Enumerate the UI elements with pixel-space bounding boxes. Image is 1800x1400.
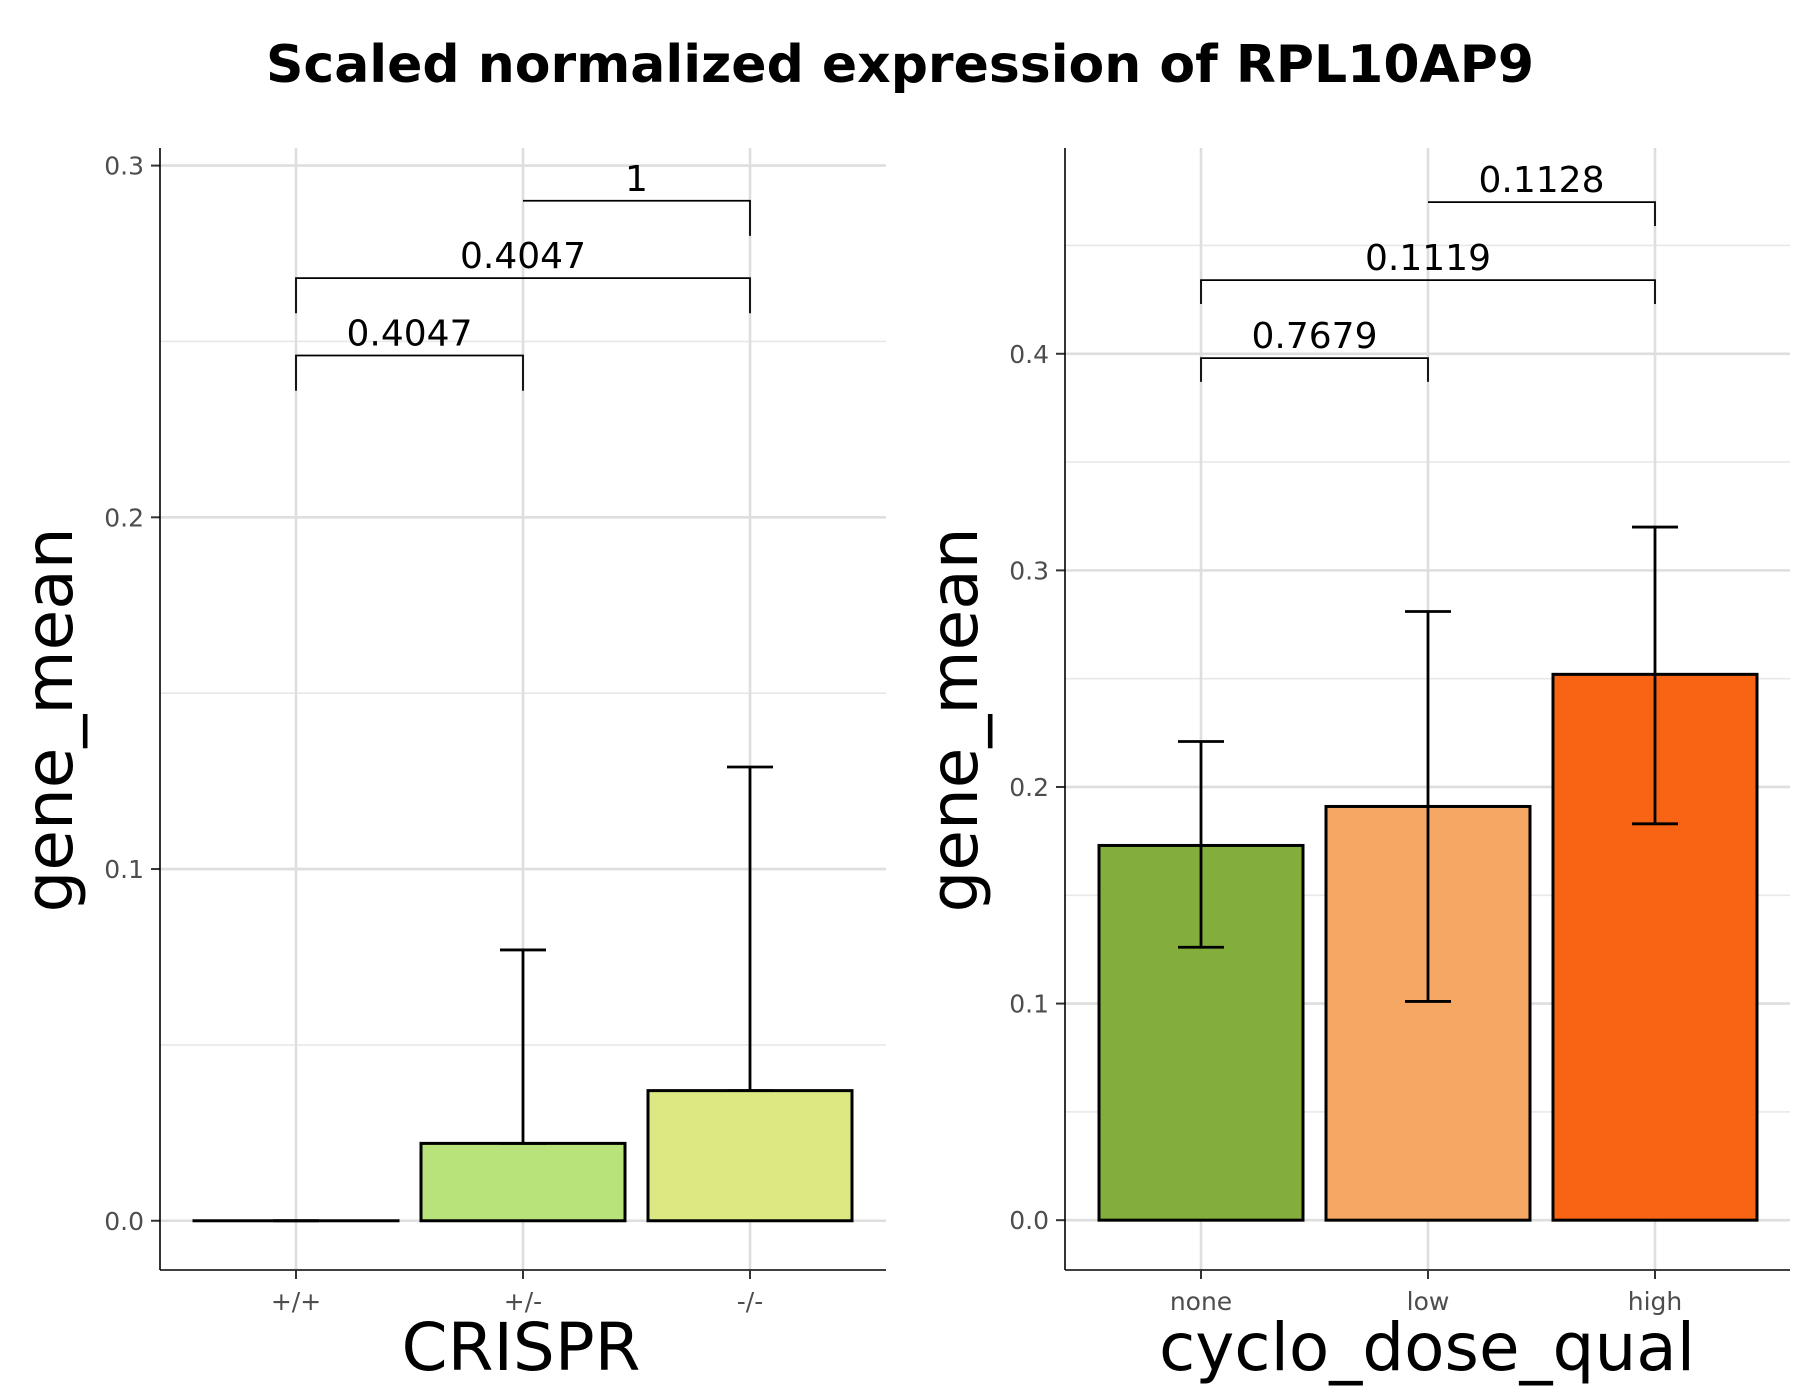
- significance-bracket: 0.1128: [1428, 160, 1656, 226]
- significance-bracket: 0.7679: [1200, 316, 1429, 382]
- error-bar: [727, 765, 773, 1093]
- x-tick-label: none: [1170, 1287, 1232, 1316]
- p-value-label: 0.7679: [1252, 316, 1378, 357]
- error-bar: [500, 948, 546, 1145]
- x-tick-label: low: [1407, 1287, 1450, 1316]
- panel-cyclo-dose: cyclo_dose_qual gene_mean 0.0 0.1 0.2 0.3 0.…: [916, 148, 1790, 1386]
- x-tick-label: high: [1628, 1287, 1683, 1316]
- significance-bracket: 0.1119: [1200, 238, 1656, 304]
- p-value-label: 1: [625, 159, 648, 200]
- bar: [646, 1089, 854, 1223]
- y-tick-label: 0.1: [1009, 990, 1049, 1019]
- y-tick-label: 0.2: [104, 503, 144, 532]
- bracket-line: [1428, 201, 1656, 226]
- error-bar: [1632, 525, 1678, 826]
- x-axis-title: CRISPR: [402, 1309, 641, 1386]
- y-tick-label: 0.1: [104, 855, 144, 884]
- x-tick-label: +/+: [271, 1287, 321, 1316]
- bracket-line: [1200, 279, 1656, 304]
- p-value-label: 0.4047: [460, 236, 586, 277]
- p-value-label: 0.1128: [1479, 160, 1605, 201]
- y-tick-label: 0.0: [104, 1207, 144, 1236]
- y-tick-label: 0.2: [1009, 773, 1049, 802]
- p-value-label: 0.4047: [347, 314, 473, 355]
- y-tick-label: 0.3: [1009, 556, 1049, 585]
- significance-bracket: 0.4047: [295, 314, 524, 391]
- error-bar: [1178, 740, 1224, 949]
- x-tick-label: -/-: [737, 1287, 763, 1316]
- y-tick-label: 0.3: [104, 152, 144, 181]
- x-tick-label: +/-: [504, 1287, 542, 1316]
- y-axis-title: gene_mean: [11, 527, 88, 912]
- figure-title: Scaled normalized expression of RPL10AP9: [266, 35, 1534, 95]
- error-bar: [1405, 610, 1451, 1003]
- significance-bracket: 0.4047: [295, 236, 751, 314]
- bracket-line: [523, 199, 751, 236]
- significance-bracket: 1: [523, 159, 751, 236]
- bracket-line: [295, 277, 751, 314]
- panel-crispr: CRISPR gene_mean 0.0 0.1 0.2 0.3 +/+ +/- -/- 0.…: [11, 148, 886, 1386]
- y-tick-label: 0.0: [1009, 1206, 1049, 1235]
- y-axis-title: gene_mean: [916, 527, 993, 912]
- bracket-line: [1200, 357, 1429, 382]
- y-tick-label: 0.4: [1009, 340, 1049, 369]
- x-axis-title: cyclo_dose_qual: [1159, 1309, 1695, 1386]
- bar: [419, 1141, 627, 1223]
- p-value-label: 0.1119: [1365, 238, 1491, 279]
- bracket-line: [295, 354, 524, 391]
